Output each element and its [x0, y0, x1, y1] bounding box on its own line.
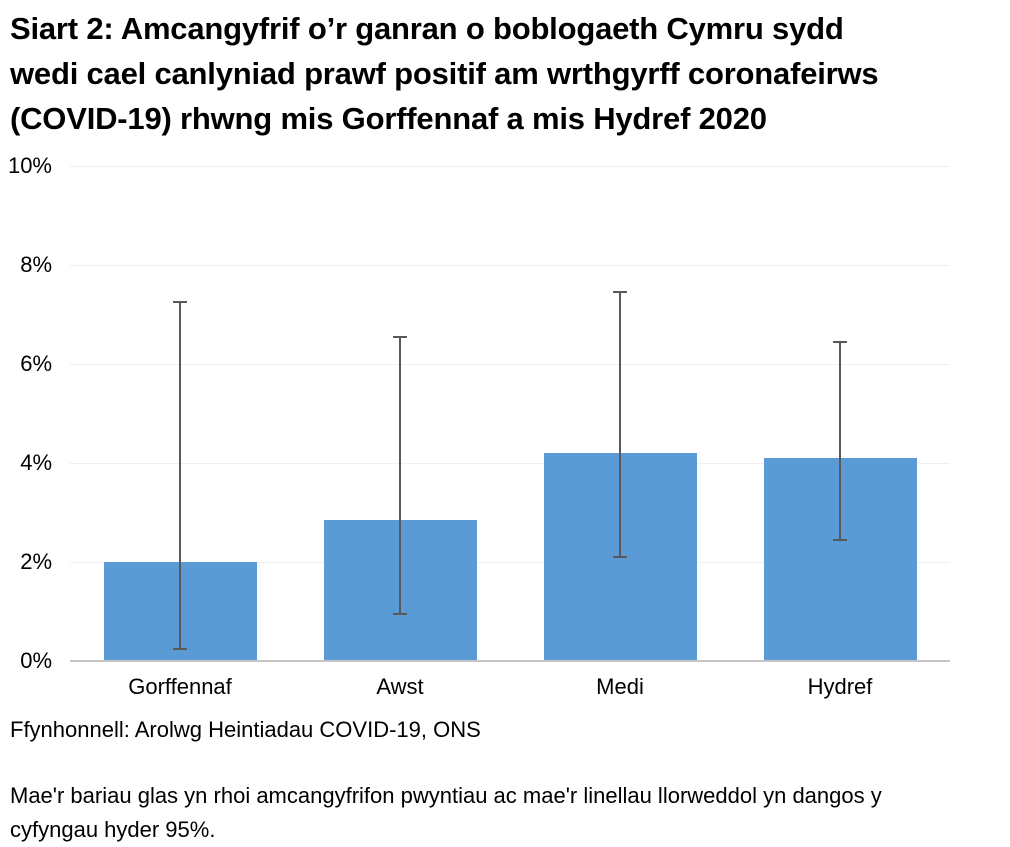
x-axis-label-hydref: Hydref: [807, 674, 873, 699]
gridline: [70, 463, 950, 464]
error-bar-line: [619, 292, 621, 558]
x-axis-line: [70, 660, 950, 662]
chart-title-line: wedi cael canlyniad prawf positif am wrt…: [10, 56, 879, 91]
y-axis-tick-label: 6%: [20, 351, 52, 376]
y-axis-tick-label: 4%: [20, 450, 52, 475]
plot-area: 0% 2% 4% 6% 8% 10% Gorffennaf Awst Medi Hydref: [7, 153, 950, 699]
error-bar-line: [399, 336, 401, 614]
x-axis-label-awst: Awst: [376, 674, 424, 699]
gridline: [70, 562, 950, 563]
source-text: Ffynhonnell: Arolwg Heintiadau COVID-19,…: [10, 717, 481, 742]
error-bar-cap-top: [833, 340, 847, 343]
error-bar-line: [179, 302, 181, 649]
x-axis-label-medi: Medi: [596, 674, 644, 699]
error-bar-cap-bottom: [393, 612, 407, 615]
chart-title: Siart 2: Amcangyfrif o’r ganran o boblog…: [10, 6, 1006, 141]
error-bar-cap-top: [613, 291, 627, 294]
error-bar-cap-top: [393, 335, 407, 338]
error-bar-cap-top: [173, 301, 187, 304]
gridline: [70, 364, 950, 365]
gridline: [70, 166, 950, 167]
y-axis-tick-label: 0%: [20, 648, 52, 673]
y-axis-tick-label: 2%: [20, 549, 52, 574]
x-axis-label-gorffennaf: Gorffennaf: [128, 674, 232, 699]
error-bar-line: [839, 341, 841, 540]
error-bar-cap-bottom: [173, 647, 187, 650]
error-bar-cap-bottom: [613, 556, 627, 559]
y-axis-tick-label: 10%: [7, 153, 52, 178]
y-axis-tick-label: 8%: [20, 252, 52, 277]
note-text: Mae'r bariau glas yn rhoi amcangyfrifon …: [10, 783, 882, 842]
chart-title-line: Siart 2: Amcangyfrif o’r ganran o boblog…: [10, 11, 844, 46]
chart-title-line: (COVID-19) rhwng mis Gorffennaf a mis Hy…: [10, 101, 767, 136]
gridline: [70, 265, 950, 266]
error-bar-cap-bottom: [833, 538, 847, 541]
